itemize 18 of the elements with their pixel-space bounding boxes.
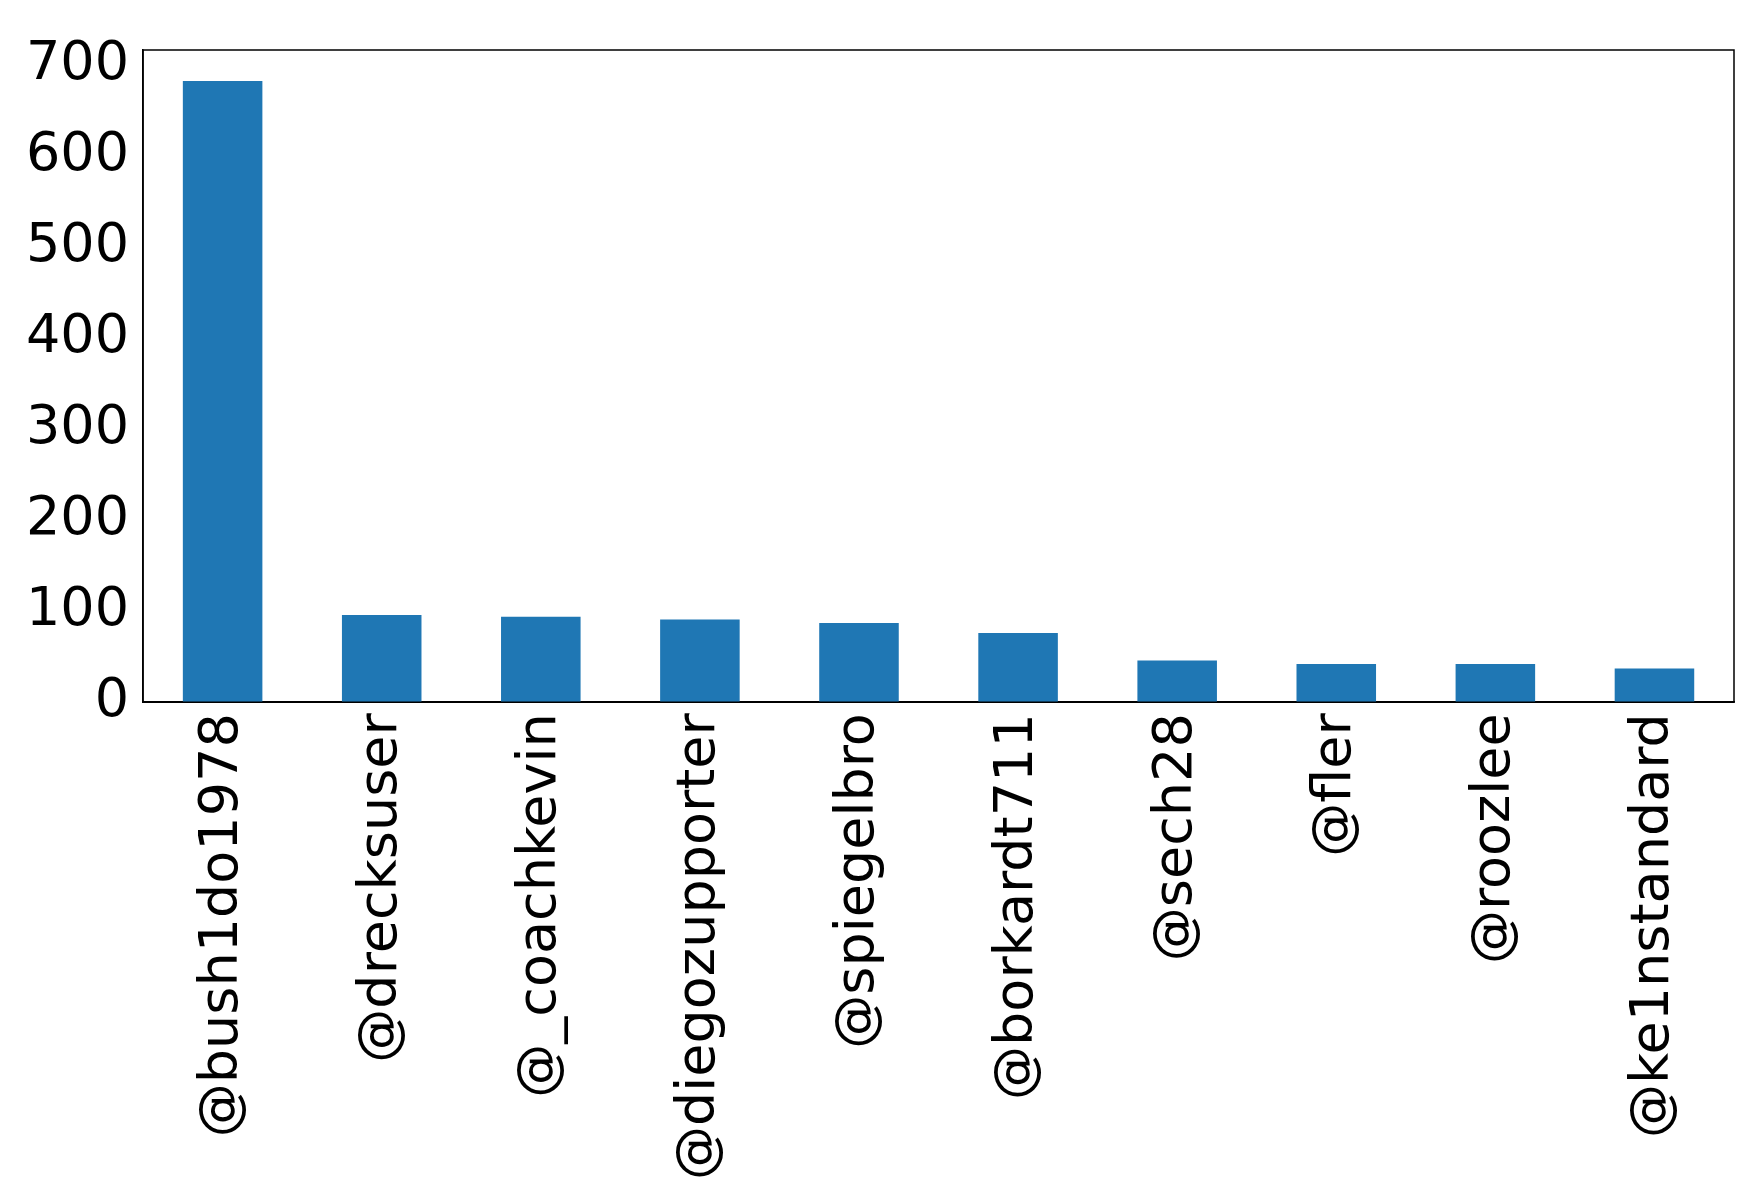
x-tick-label: @bush1do1978 xyxy=(186,713,250,1138)
x-tick-label: @sech28 xyxy=(1141,713,1205,962)
x-tick-label: @spiegelbro xyxy=(823,713,887,1049)
x-tick-label: @_coachkevin xyxy=(504,713,568,1098)
y-tick-label: 300 xyxy=(25,393,130,457)
x-tick-label: @borkardt711 xyxy=(982,713,1046,1100)
y-tick-label: 0 xyxy=(94,666,130,730)
x-tick-label: @roozlee xyxy=(1459,713,1523,965)
y-tick-label: 600 xyxy=(25,120,130,184)
y-tick-label: 100 xyxy=(25,575,130,639)
y-tick-label: 500 xyxy=(25,211,130,275)
y-tick-label: 700 xyxy=(25,29,130,93)
x-tick-label: @ke1nstandard xyxy=(1618,713,1682,1138)
x-tick-label: @diegozupporter xyxy=(663,712,727,1180)
y-tick-label: 200 xyxy=(25,484,130,548)
x-tick-label: @drecksuser xyxy=(345,712,409,1063)
x-tick-label: @fler xyxy=(1300,712,1364,857)
y-tick-label: 400 xyxy=(25,302,130,366)
